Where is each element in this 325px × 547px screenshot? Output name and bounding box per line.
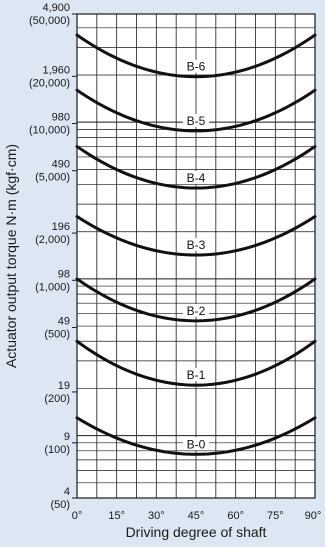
grid bbox=[77, 14, 315, 498]
series-line-b-2 bbox=[75, 277, 317, 323]
x-tick-label: 15° bbox=[108, 510, 125, 522]
curve-labels: B-6 B-5 B-4 B-3 B-2 B-1 B-0 bbox=[183, 59, 209, 451]
curve-label-bg bbox=[183, 303, 209, 317]
x-tick-labels: 0° 15° 30° 45° 60° 75° 90° bbox=[72, 510, 322, 522]
curve-label-bg bbox=[183, 368, 209, 382]
y-tick: 4(50) bbox=[50, 486, 77, 511]
curve-label-b-0: B-0 bbox=[187, 437, 206, 451]
curve-label-bg bbox=[183, 238, 209, 252]
y-tick: 196(2,000) bbox=[35, 221, 77, 246]
curves bbox=[75, 33, 317, 456]
curve-label-b-6: B-6 bbox=[187, 60, 206, 74]
plot-frame bbox=[76, 13, 316, 499]
y-tick-sublabel: (50) bbox=[50, 499, 70, 511]
y-tick-label: 49 bbox=[58, 315, 70, 327]
y-tick-sublabel: (100) bbox=[44, 444, 70, 456]
curve-label-bg bbox=[183, 113, 209, 127]
y-tick-labels: 4,900(50,000) 1,960(20,000) 980(10,000) 490… bbox=[29, 2, 77, 511]
x-tick-label: 0° bbox=[72, 510, 83, 522]
y-tick-label: 980 bbox=[52, 112, 70, 124]
series-line-b-0 bbox=[75, 416, 317, 456]
x-tick-label: 45° bbox=[188, 510, 205, 522]
series-line-b-1 bbox=[75, 339, 317, 387]
y-tick-sublabel: (1,000) bbox=[35, 281, 70, 293]
curve-label-bg bbox=[183, 59, 209, 73]
y-tick-label: 1,960 bbox=[42, 64, 70, 76]
y-tick-label: 19 bbox=[58, 380, 70, 392]
y-tick: 19(200) bbox=[44, 380, 77, 405]
curve-label-bg bbox=[183, 171, 209, 185]
y-tick-sublabel: (20,000) bbox=[29, 77, 70, 89]
x-tick-label: 75° bbox=[267, 510, 284, 522]
x-tick-label: 60° bbox=[227, 510, 244, 522]
y-tick-label: 4,900 bbox=[42, 2, 70, 14]
y-tick: 1,960(20,000) bbox=[29, 64, 77, 89]
series-line-b-3 bbox=[75, 215, 317, 257]
y-tick-label: 9 bbox=[64, 431, 70, 443]
series-line-b-5 bbox=[75, 88, 317, 133]
y-tick: 980(10,000) bbox=[29, 112, 77, 137]
y-tick-sublabel: (2,000) bbox=[35, 234, 70, 246]
curve-label-b-5: B-5 bbox=[187, 114, 206, 128]
y-tick-sublabel: (500) bbox=[44, 328, 70, 340]
x-axis-title: Driving degree of shaft bbox=[126, 524, 267, 540]
y-tick: 9(100) bbox=[44, 431, 77, 456]
y-tick: 490(5,000) bbox=[35, 159, 77, 184]
x-tick-label: 90° bbox=[305, 510, 322, 522]
series-line-b-6 bbox=[75, 33, 317, 79]
y-tick-label: 196 bbox=[52, 221, 70, 233]
y-tick-label: 98 bbox=[58, 268, 70, 280]
y-tick-sublabel: (5,000) bbox=[35, 172, 70, 184]
curve-label-b-4: B-4 bbox=[187, 171, 206, 185]
y-tick-sublabel: (10,000) bbox=[29, 125, 70, 137]
y-tick: 4,900(50,000) bbox=[29, 2, 77, 27]
y-tick: 98(1,000) bbox=[35, 268, 77, 293]
y-tick-sublabel: (50,000) bbox=[29, 15, 70, 27]
x-tick-label: 30° bbox=[148, 510, 165, 522]
curve-label-b-3: B-3 bbox=[187, 238, 206, 252]
curve-label-b-2: B-2 bbox=[187, 304, 206, 318]
curve-label-bg bbox=[183, 437, 209, 451]
y-tick-sublabel: (200) bbox=[44, 393, 70, 405]
curve-label-b-1: B-1 bbox=[187, 368, 206, 382]
y-tick: 49(500) bbox=[44, 315, 77, 340]
series-line-b-4 bbox=[75, 144, 317, 190]
y-tick-label: 490 bbox=[52, 159, 70, 171]
y-tick-label: 4 bbox=[64, 486, 70, 498]
y-axis-title: Actuator output torque N·m (kgf·cm) bbox=[3, 144, 19, 368]
